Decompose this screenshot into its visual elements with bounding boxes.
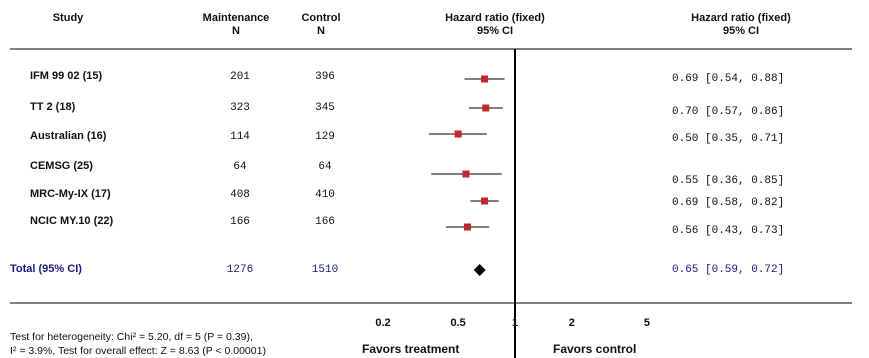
header-control-label: Control [301, 12, 341, 24]
hr-marker [462, 170, 470, 178]
header-hr-plot-line1: Hazard ratio (fixed) [445, 12, 545, 24]
study-name: CEMSG (25) [30, 160, 93, 172]
control-n: 64 [318, 161, 332, 173]
header-control-n: N [317, 25, 325, 37]
study-name: TT 2 (18) [30, 101, 76, 113]
ci-text: 0.55 [0.36, 0.85] [672, 175, 785, 187]
ci-text: 0.69 [0.54, 0.88] [672, 73, 785, 85]
maintenance-n: 114 [230, 131, 250, 143]
overall-effect-text: I² = 3.9%, Test for overall effect: Z = … [10, 345, 266, 357]
maintenance-n: 323 [230, 102, 250, 114]
total-diamond [473, 264, 486, 276]
x-tick-label: 0.2 [375, 317, 391, 329]
footer-stats: Test for heterogeneity: Chi² = 5.20, df … [10, 330, 370, 358]
header-control: Control N [296, 12, 346, 38]
header-hr-text-line1: Hazard ratio (fixed) [691, 12, 791, 24]
study-name: IFM 99 02 (15) [30, 70, 103, 82]
header-hr-plot-line2: 95% CI [476, 25, 514, 37]
hr-marker [482, 104, 490, 112]
control-n: 166 [315, 216, 335, 228]
control-n: 396 [315, 71, 335, 83]
control-n: 410 [315, 189, 335, 201]
maintenance-n: 201 [230, 71, 250, 83]
header-maintenance-label: Maintenance [202, 12, 270, 24]
x-tick-label: 2 [568, 317, 575, 329]
maintenance-n: 64 [233, 161, 247, 173]
control-n: 345 [315, 102, 335, 114]
study-name: NCIC MY.10 (22) [30, 215, 114, 227]
hr-marker [454, 130, 462, 138]
total-ci-text: 0.65 [0.59, 0.72] [672, 264, 785, 276]
ci-text: 0.70 [0.57, 0.86] [672, 106, 785, 118]
heterogeneity-text: Test for heterogeneity: Chi² = 5.20, df … [10, 331, 253, 343]
header-maintenance: Maintenance N [194, 12, 278, 38]
x-tick-label: 5 [643, 317, 651, 329]
favors-treatment-label: Favors treatment [362, 342, 460, 356]
study-name: MRC-My-IX (17) [30, 188, 111, 200]
header-hr-plot: Hazard ratio (fixed) 95% CI [420, 12, 570, 38]
favors-control-label: Favors control [553, 342, 637, 356]
ci-text: 0.50 [0.35, 0.71] [672, 133, 785, 145]
study-name: Australian (16) [30, 130, 107, 142]
x-tick-label: 0.5 [450, 317, 466, 329]
header-hr-text-line2: 95% CI [722, 25, 760, 37]
hr-marker [463, 223, 471, 231]
ci-text: 0.69 [0.58, 0.82] [672, 197, 785, 209]
total-maintenance-n: 1276 [226, 264, 254, 276]
ci-text: 0.56 [0.43, 0.73] [672, 225, 785, 237]
maintenance-n: 166 [230, 216, 250, 228]
total-control-n: 1510 [311, 264, 339, 276]
maintenance-n: 408 [230, 189, 250, 201]
header-study: Study [52, 12, 84, 24]
hr-marker [481, 75, 489, 83]
total-name: Total (95% CI) [10, 263, 82, 275]
header-maintenance-n: N [232, 25, 240, 37]
hr-marker [481, 197, 489, 205]
header-hr-text: Hazard ratio (fixed) 95% CI [666, 12, 816, 38]
x-tick-label: 1 [511, 317, 519, 329]
control-n: 129 [315, 131, 335, 143]
